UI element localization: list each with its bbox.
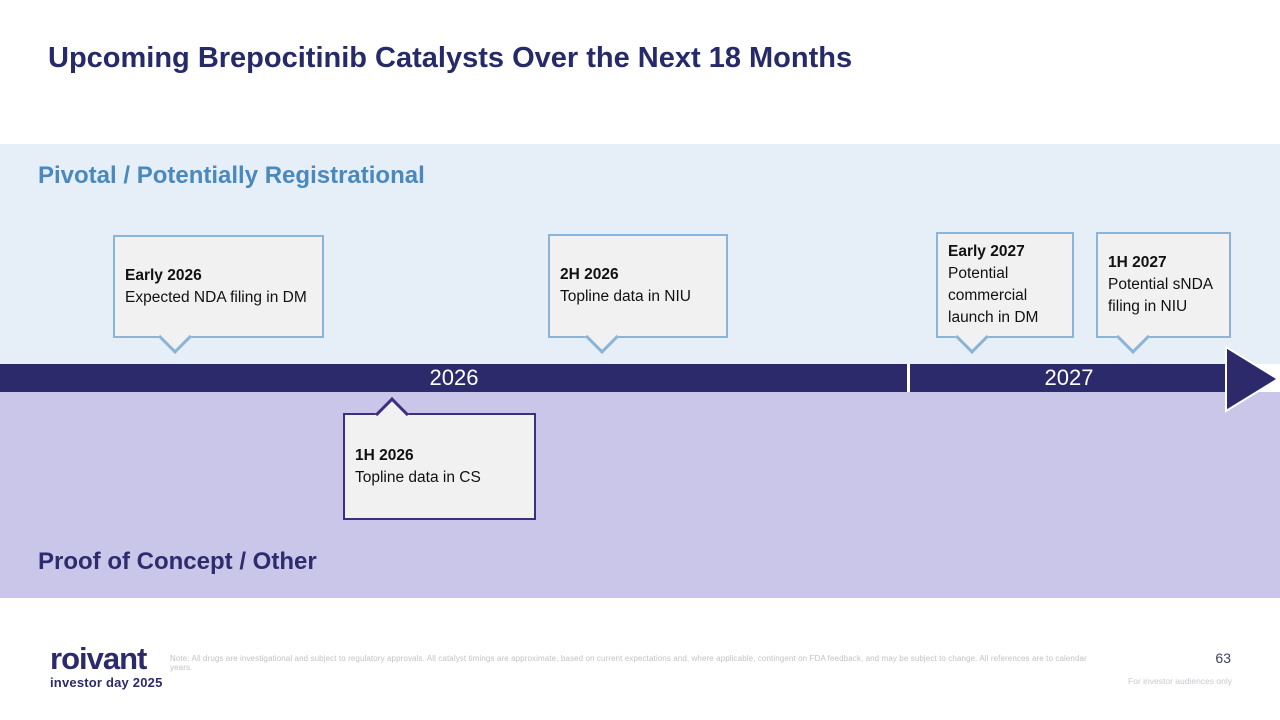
callout-1h-2026: 1H 2026 Topline data in CS — [343, 397, 536, 520]
logo-brand-text: roivant — [50, 641, 147, 676]
audience-note: For investor audiences only — [1128, 676, 1232, 686]
callout-description: Potential commercial launch in DM — [948, 265, 1039, 326]
callout-early-2027: Early 2027 Potential commercial launch i… — [936, 232, 1074, 354]
callout-description: Expected NDA filing in DM — [125, 288, 307, 306]
roivant-logo: roivant investor day 2025 — [50, 641, 163, 690]
callout-1h-2027: 1H 2027 Potential sNDA filing in NIU — [1096, 232, 1231, 354]
timeline-year-divider — [907, 364, 910, 392]
timeline-bar — [0, 364, 1232, 392]
logo-event-text: investor day 2025 — [50, 675, 163, 690]
pivotal-section-heading: Pivotal / Potentially Registrational — [38, 162, 425, 189]
timeline-year-2026: 2026 — [429, 365, 479, 390]
callout-date: 1H 2026 — [355, 446, 414, 464]
timeline-year-2027: 2027 — [1044, 365, 1094, 390]
callout-description: Potential sNDA filing in NIU — [1108, 276, 1213, 315]
footnote: Note: All drugs are investigational and … — [170, 654, 1087, 672]
page-number: 63 — [1215, 650, 1231, 666]
callout-description: Topline data in CS — [355, 468, 481, 486]
callout-early-2026: Early 2026 Expected NDA filing in DM — [113, 235, 324, 354]
callout-2h-2026: 2H 2026 Topline data in NIU — [548, 234, 728, 354]
callout-date: Early 2026 — [125, 266, 202, 284]
callout-date: 2H 2026 — [560, 266, 619, 283]
poc-section-band — [0, 392, 1280, 598]
callout-description: Topline data in NIU — [560, 288, 691, 305]
callout-date: Early 2027 — [948, 243, 1025, 260]
poc-section-heading: Proof of Concept / Other — [38, 548, 317, 575]
timeline-arrowhead-icon — [1225, 345, 1280, 413]
slide-title: Upcoming Brepocitinib Catalysts Over the… — [48, 42, 853, 74]
callout-date: 1H 2027 — [1108, 254, 1167, 271]
